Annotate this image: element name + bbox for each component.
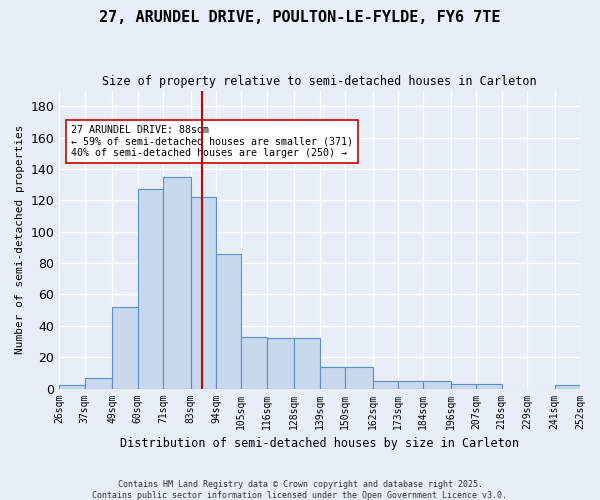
Bar bbox=[476, 384, 502, 388]
Bar bbox=[398, 380, 424, 388]
Bar bbox=[266, 338, 295, 388]
X-axis label: Distribution of semi-detached houses by size in Carleton: Distribution of semi-detached houses by … bbox=[120, 437, 519, 450]
Bar bbox=[320, 366, 345, 388]
Text: 27, ARUNDEL DRIVE, POULTON-LE-FYLDE, FY6 7TE: 27, ARUNDEL DRIVE, POULTON-LE-FYLDE, FY6… bbox=[99, 10, 501, 25]
Bar bbox=[85, 378, 112, 388]
Bar bbox=[554, 386, 580, 388]
Bar bbox=[163, 177, 191, 388]
Bar bbox=[295, 338, 320, 388]
Title: Size of property relative to semi-detached houses in Carleton: Size of property relative to semi-detach… bbox=[103, 75, 537, 88]
Bar bbox=[345, 366, 373, 388]
Bar bbox=[424, 380, 451, 388]
Text: Contains HM Land Registry data © Crown copyright and database right 2025.
Contai: Contains HM Land Registry data © Crown c… bbox=[92, 480, 508, 500]
Bar bbox=[59, 386, 85, 388]
Y-axis label: Number of semi-detached properties: Number of semi-detached properties bbox=[15, 125, 25, 354]
Bar bbox=[137, 190, 163, 388]
Bar bbox=[373, 380, 398, 388]
Bar bbox=[241, 337, 266, 388]
Bar bbox=[216, 254, 241, 388]
Text: 27 ARUNDEL DRIVE: 88sqm
← 59% of semi-detached houses are smaller (371)
40% of s: 27 ARUNDEL DRIVE: 88sqm ← 59% of semi-de… bbox=[71, 125, 353, 158]
Bar bbox=[112, 307, 137, 388]
Bar bbox=[191, 197, 216, 388]
Bar bbox=[451, 384, 476, 388]
